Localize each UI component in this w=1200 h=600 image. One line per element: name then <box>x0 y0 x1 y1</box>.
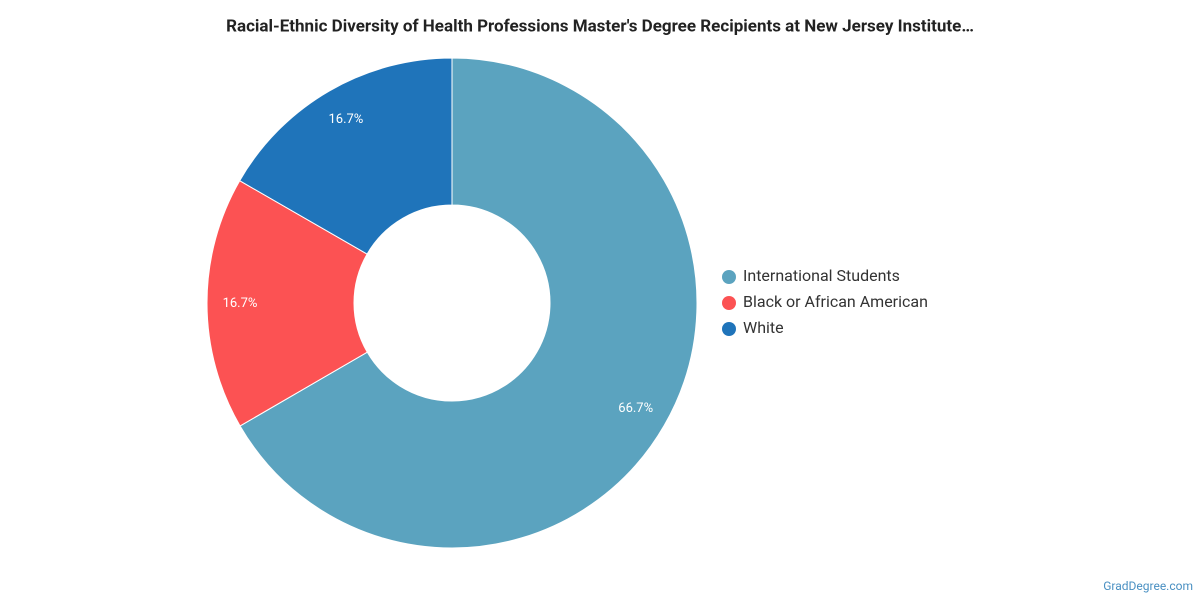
legend-label: Black or African American <box>743 292 928 311</box>
value-label: 16.7% <box>223 296 258 311</box>
donut-slice <box>239 57 698 549</box>
legend-marker <box>722 296 736 310</box>
watermark[interactable]: GradDegree.com <box>1103 579 1193 593</box>
value-label: 16.7% <box>328 112 363 127</box>
legend-marker <box>722 270 736 284</box>
legend-label: International Students <box>743 266 900 285</box>
legend-label: White <box>743 318 784 337</box>
donut-slice <box>206 180 368 427</box>
donut-slice <box>239 57 453 255</box>
chart-title: Racial-Ethnic Diversity of Health Profes… <box>226 16 974 36</box>
value-label: 66.7% <box>618 401 653 416</box>
legend-marker <box>722 322 736 336</box>
